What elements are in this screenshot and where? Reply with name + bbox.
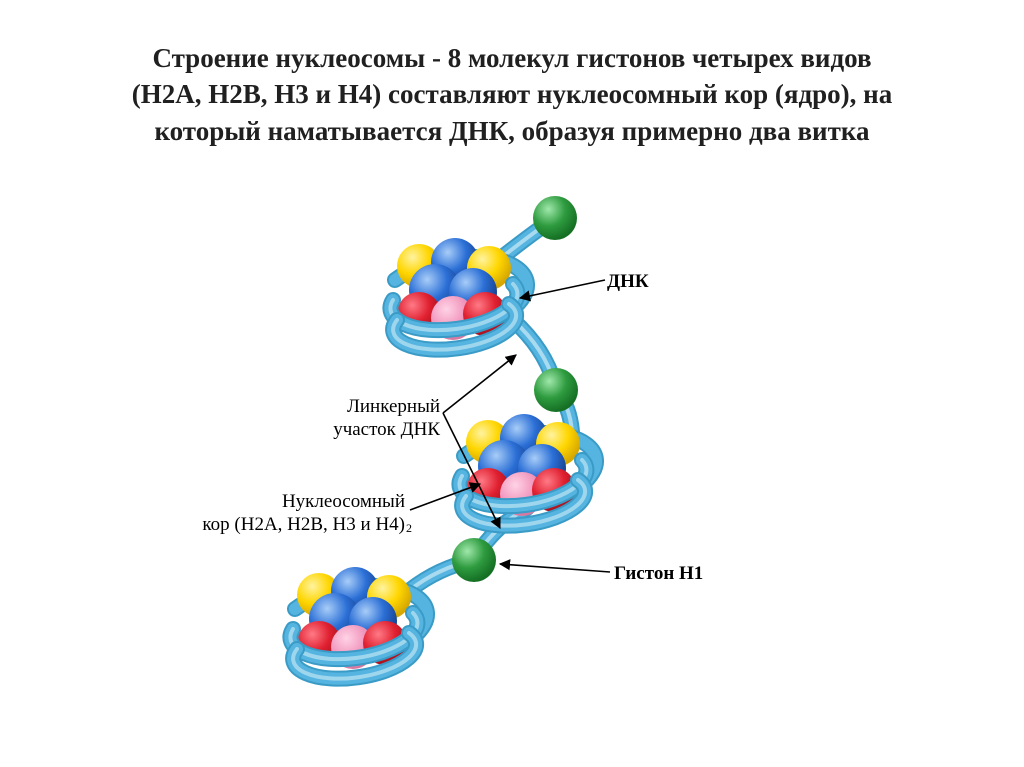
nucleosome-diagram [0, 0, 1024, 767]
label-linker-1: Линкерный [140, 395, 440, 419]
label-linker-2: участок ДНК [140, 418, 440, 442]
label-core-sub: 2 [406, 521, 412, 536]
nucleosome [459, 414, 596, 526]
page: Строение нуклеосомы - 8 молекул гистонов… [0, 0, 1024, 767]
label-core-1: Нуклеосомный [105, 490, 405, 514]
label-core-2: кор (Н2А, Н2В, Н3 и Н4) [105, 513, 405, 537]
nucleosome [290, 567, 427, 679]
label-h1: Гистон Н1 [614, 562, 703, 586]
nucleosome [390, 238, 527, 350]
label-dna: ДНК [607, 270, 649, 294]
